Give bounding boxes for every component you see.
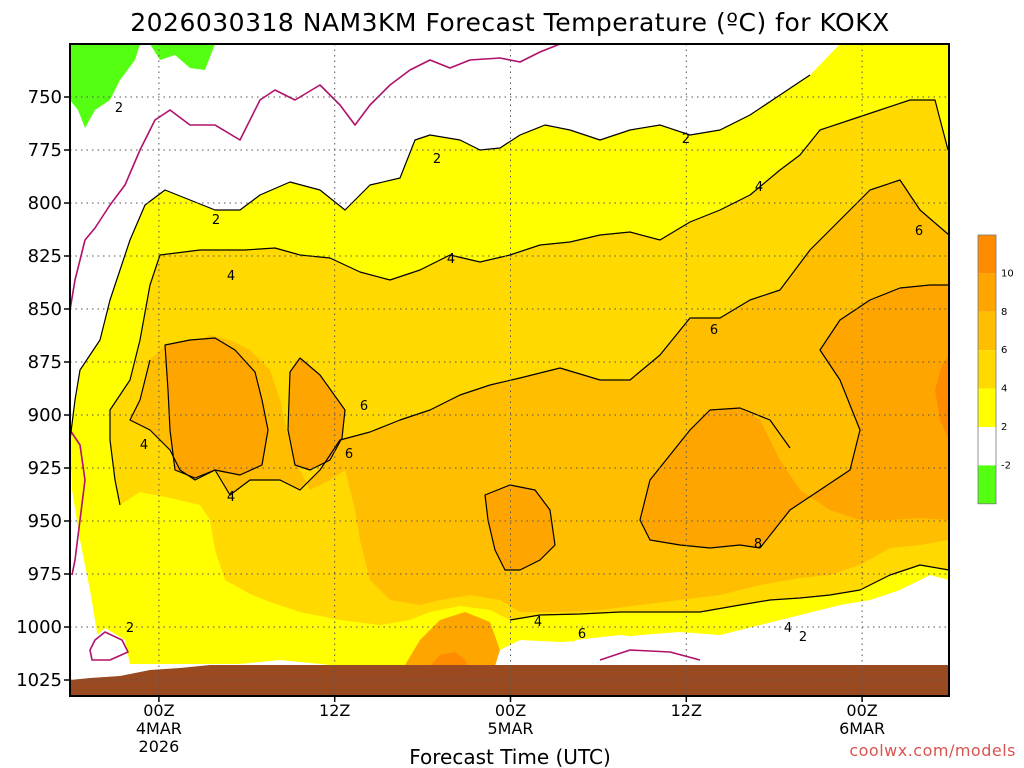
y-axis: 750 775 800 825 850 875 900 925 950 975 1000 1025	[16, 87, 70, 691]
contour-label: 2	[212, 213, 220, 228]
colorbar-label: 4	[1001, 384, 1007, 395]
colorbar-label: -2	[1001, 460, 1011, 471]
contour-6	[759, 284, 949, 549]
isotherm-0-surface	[89, 631, 129, 661]
contours	[69, 43, 950, 661]
contour-label: 4	[447, 252, 455, 267]
contour-label: 4	[140, 438, 148, 453]
y-tick-label: 750	[28, 87, 62, 108]
grid-lines	[70, 44, 949, 696]
contour-label: 2	[433, 152, 441, 167]
x-tick-label: 00Z	[495, 701, 526, 720]
band-below-minus2	[70, 44, 140, 128]
colorbar-swatch	[978, 235, 996, 274]
contour-8-pocket	[484, 484, 556, 571]
band-below-minus2-b	[150, 44, 215, 70]
y-tick-label: 775	[28, 140, 62, 161]
colorbar-label: 8	[1001, 307, 1007, 318]
band-8-10-surface	[430, 652, 468, 666]
chart-title: 2026030318 NAM3KM Forecast Temperature (…	[130, 8, 889, 37]
y-tick-label: 800	[28, 193, 62, 214]
isotherm-0-surface-right	[599, 649, 701, 661]
colorbar-label: 10	[1001, 268, 1014, 279]
contour-label: 6	[710, 323, 718, 338]
y-tick-label: 875	[28, 352, 62, 373]
ground-terrain	[70, 665, 949, 696]
colorbar-swatch	[978, 350, 996, 389]
warm-pocket-lowlevel	[405, 612, 500, 666]
x-tick-label: 00Z	[846, 701, 877, 720]
y-tick-label: 900	[28, 405, 62, 426]
contour-label: 6	[578, 627, 586, 642]
y-tick-label: 850	[28, 299, 62, 320]
colorbar-swatch	[978, 427, 996, 466]
contour-2-upper	[69, 74, 811, 441]
y-tick-label: 825	[28, 246, 62, 267]
contour-lowlevel	[509, 564, 950, 621]
cold-pocket-surface-right	[575, 635, 949, 664]
colorbar-swatch	[978, 465, 996, 504]
x-tick-label: 12Z	[671, 701, 702, 720]
colorbar-swatch	[978, 273, 996, 312]
x-tick-label: 12Z	[319, 701, 350, 720]
warm-pocket-left	[165, 338, 268, 478]
contour-label: 4	[227, 269, 235, 284]
x-tick-label: 5MAR	[487, 719, 533, 738]
y-tick-label: 975	[28, 564, 62, 585]
colorbar-label: 2	[1001, 422, 1007, 433]
x-tick-label: 2026	[139, 737, 180, 756]
plot-frame	[69, 43, 950, 697]
colorbar-label: 6	[1001, 345, 1007, 356]
contour-label: 2	[115, 101, 123, 116]
isotherm-0-contour	[69, 43, 561, 311]
colorbar: 10 8 6 4 2 -2	[977, 234, 1014, 505]
x-tick-label: 6MAR	[839, 719, 885, 738]
warm-pocket-midday	[485, 485, 555, 570]
contour-label: 4	[534, 615, 542, 630]
colorbar-frame	[977, 234, 997, 505]
colorbar-swatch	[978, 311, 996, 351]
contour-label: 8	[754, 537, 762, 552]
x-tick-label: 4MAR	[136, 719, 182, 738]
band-6-8	[640, 285, 949, 548]
x-tick-label: 00Z	[143, 701, 174, 720]
y-tick-label: 1000	[16, 617, 62, 638]
band-8-10	[935, 355, 949, 440]
contour-label: 2	[799, 630, 807, 645]
contour-label: 2	[682, 132, 690, 147]
contour-6-pocket-b	[287, 357, 346, 471]
contour-label: 6	[360, 399, 368, 414]
contour-2	[109, 99, 949, 506]
contour-label: 6	[915, 224, 923, 239]
warm-pocket-left2	[288, 358, 345, 470]
contour-label: 4	[755, 180, 763, 195]
contour-label: 4	[227, 490, 235, 505]
y-tick-label: 925	[28, 458, 62, 479]
y-tick-label: 1025	[16, 670, 62, 691]
colorbar-swatch	[978, 388, 996, 427]
credit-link[interactable]: coolwx.com/models	[849, 741, 1016, 760]
contour-label: 6	[345, 447, 353, 462]
contour-label: 2	[126, 621, 134, 636]
contour-8	[639, 407, 791, 549]
contour-label: 4	[784, 621, 792, 636]
x-axis-label: Forecast Time (UTC)	[409, 745, 611, 768]
isotherm-0-contour-lower	[69, 429, 86, 576]
contour-6-pocket	[164, 337, 269, 479]
y-tick-label: 950	[28, 511, 62, 532]
